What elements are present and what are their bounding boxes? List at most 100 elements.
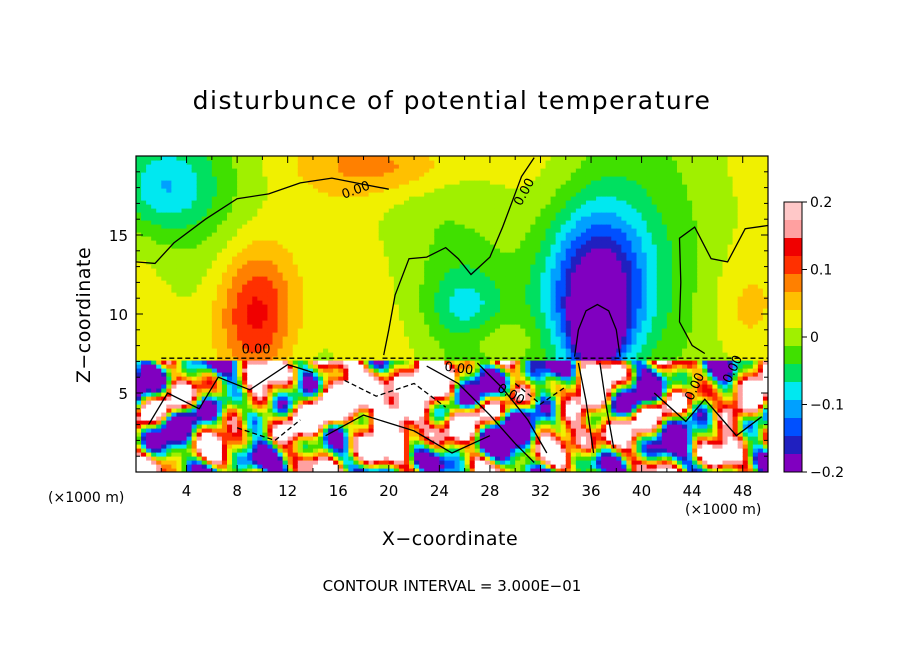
- heatmap-cell: [171, 232, 178, 237]
- heatmap-cell: [196, 336, 203, 341]
- heatmap-cell: [343, 224, 349, 229]
- heatmap-cell: [211, 364, 218, 369]
- heatmap-cell: [297, 236, 304, 241]
- heatmap-cell: [429, 336, 435, 341]
- heatmap-cell: [252, 340, 258, 345]
- heatmap-cell: [227, 456, 233, 461]
- heatmap-cell: [333, 248, 339, 253]
- heatmap-cell: [156, 316, 162, 321]
- heatmap-cell: [297, 392, 304, 397]
- heatmap-cell: [237, 344, 243, 349]
- heatmap-cell: [136, 316, 142, 321]
- heatmap-cell: [277, 420, 284, 425]
- heatmap-cell: [297, 200, 304, 205]
- heatmap-cell: [262, 336, 269, 341]
- heatmap-cell: [272, 408, 279, 413]
- heatmap-cell: [201, 308, 208, 313]
- heatmap-cell: [338, 276, 344, 281]
- heatmap-cell: [449, 372, 456, 377]
- heatmap-cell: [297, 348, 304, 353]
- heatmap-cell: [353, 360, 360, 365]
- heatmap-cell: [307, 208, 314, 213]
- heatmap-cell: [227, 304, 233, 309]
- heatmap-cell: [429, 220, 435, 225]
- heatmap-cell: [267, 156, 274, 161]
- heatmap-cell: [398, 184, 405, 189]
- heatmap-cell: [312, 320, 319, 325]
- heatmap-cell: [257, 256, 263, 261]
- heatmap-cell: [141, 300, 147, 305]
- heatmap-cell: [449, 356, 456, 361]
- heatmap-cell: [414, 460, 420, 465]
- heatmap-cell: [221, 244, 228, 249]
- heatmap-cell: [272, 384, 279, 389]
- heatmap-cell: [272, 360, 279, 365]
- heatmap-cell: [348, 312, 355, 317]
- heatmap-cell: [323, 292, 329, 297]
- heatmap-cell: [297, 276, 304, 281]
- heatmap-cell: [424, 292, 430, 297]
- heatmap-cell: [237, 204, 243, 209]
- heatmap-cell: [312, 372, 319, 377]
- heatmap-cell: [409, 284, 415, 289]
- heatmap-cell: [297, 172, 304, 177]
- heatmap-cell: [348, 428, 355, 433]
- heatmap-cell: [439, 284, 446, 289]
- heatmap-cell: [257, 260, 263, 265]
- heatmap-cell: [141, 348, 147, 353]
- heatmap-cell: [151, 212, 157, 217]
- heatmap-cell: [186, 436, 193, 441]
- heatmap-cell: [176, 324, 183, 329]
- heatmap-cell: [363, 168, 370, 173]
- heatmap-cell: [363, 176, 370, 181]
- heatmap-cell: [318, 220, 324, 225]
- heatmap-cell: [338, 460, 344, 465]
- heatmap-cell: [136, 364, 142, 369]
- heatmap-cell: [333, 204, 339, 209]
- heatmap-cell: [414, 368, 420, 373]
- heatmap-cell: [242, 456, 248, 461]
- heatmap-cell: [186, 188, 193, 193]
- heatmap-cell: [146, 204, 152, 209]
- heatmap-cell: [292, 232, 299, 237]
- heatmap-cell: [444, 264, 451, 269]
- heatmap-cell: [439, 320, 446, 325]
- heatmap-cell: [414, 172, 420, 177]
- heatmap-cell: [262, 260, 269, 265]
- heatmap-cell: [419, 316, 425, 321]
- heatmap-cell: [373, 388, 380, 393]
- heatmap-cell: [444, 200, 451, 205]
- heatmap-cell: [176, 328, 183, 333]
- heatmap-cell: [398, 180, 405, 185]
- heatmap-cell: [247, 232, 253, 237]
- heatmap-cell: [378, 320, 385, 325]
- heatmap-cell: [393, 336, 400, 341]
- heatmap-cell: [383, 380, 390, 385]
- heatmap-cell: [434, 440, 440, 445]
- heatmap-cell: [161, 280, 167, 285]
- heatmap-cell: [196, 468, 203, 472]
- heatmap-cell: [333, 424, 339, 429]
- heatmap-cell: [252, 368, 258, 373]
- heatmap-cell: [166, 428, 172, 433]
- heatmap-cell: [262, 204, 269, 209]
- heatmap-cell: [282, 244, 289, 249]
- heatmap-cell: [156, 192, 162, 197]
- heatmap-cell: [383, 164, 390, 169]
- heatmap-cell: [297, 412, 304, 417]
- heatmap-cell: [151, 172, 157, 177]
- heatmap-cell: [141, 332, 147, 337]
- heatmap-cell: [201, 232, 208, 237]
- heatmap-cell: [419, 308, 425, 313]
- heatmap-cell: [348, 212, 355, 217]
- heatmap-cell: [191, 308, 198, 313]
- heatmap-cell: [328, 232, 334, 237]
- heatmap-cell: [141, 272, 147, 277]
- heatmap-cell: [166, 356, 172, 361]
- heatmap-cell: [221, 296, 228, 301]
- heatmap-cell: [201, 256, 208, 261]
- heatmap-cell: [201, 180, 208, 185]
- heatmap-cell: [307, 396, 314, 401]
- heatmap-cell: [176, 384, 183, 389]
- heatmap-cell: [429, 192, 435, 197]
